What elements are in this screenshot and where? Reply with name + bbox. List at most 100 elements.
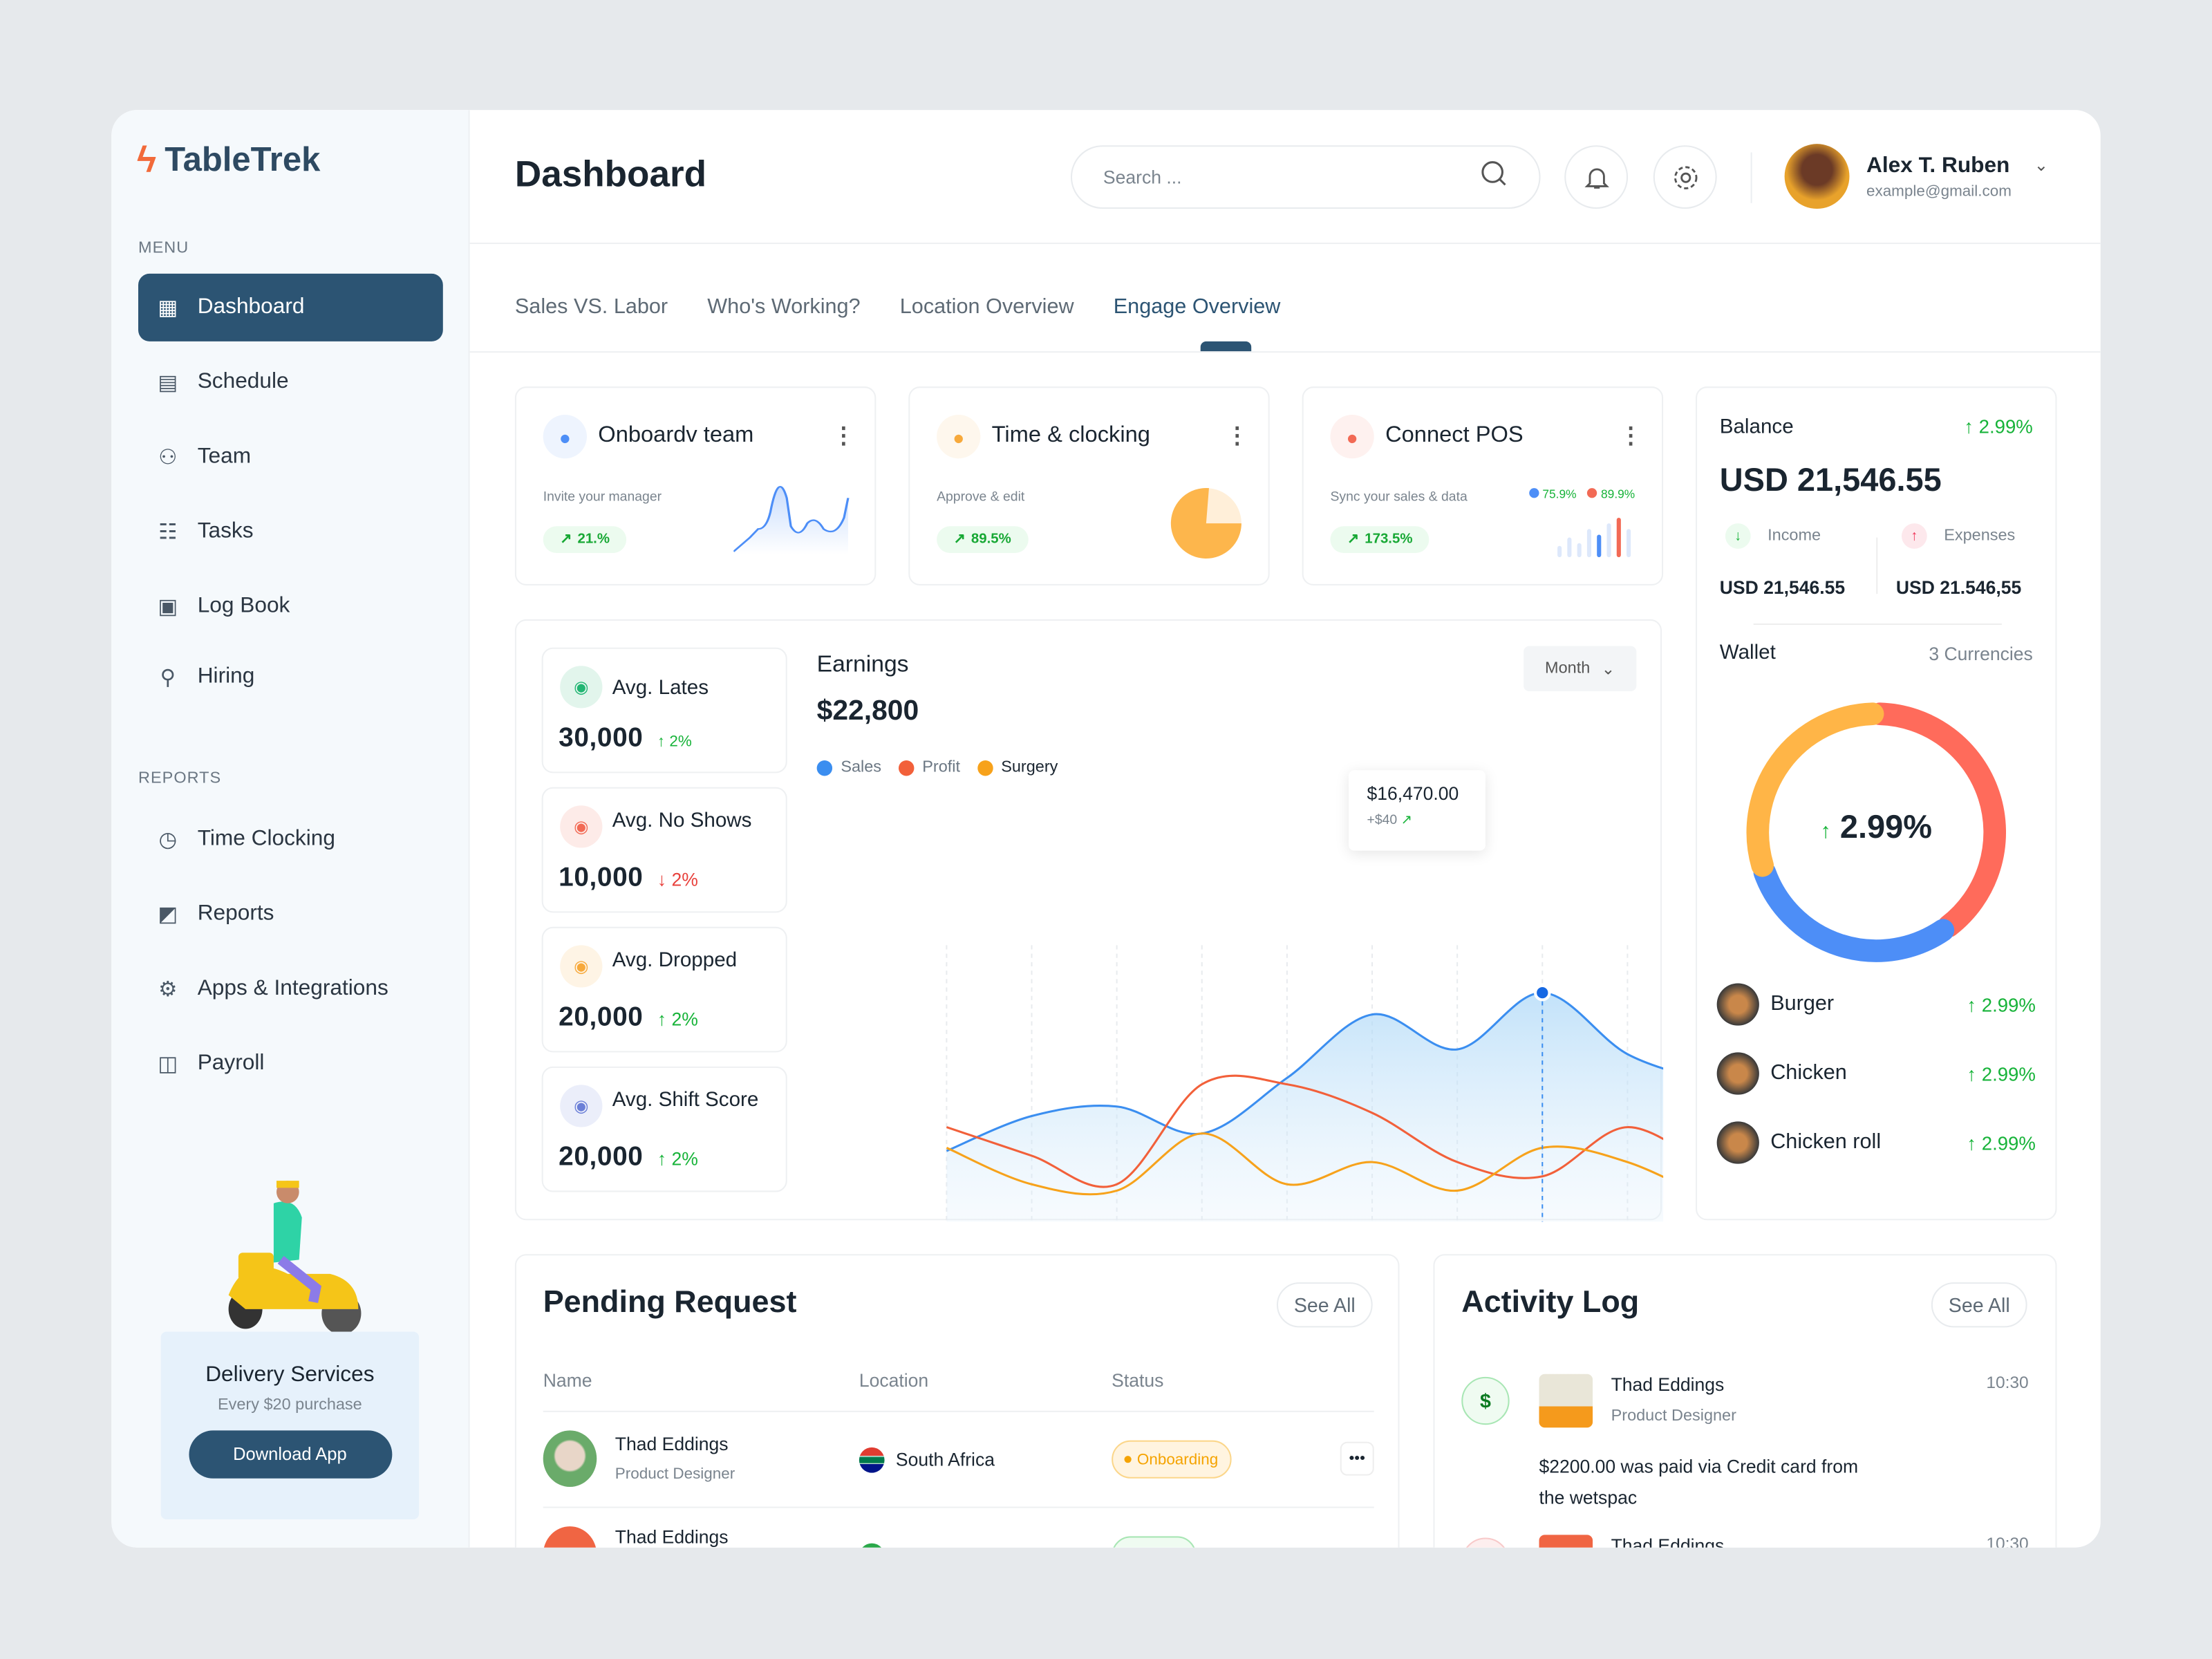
see-all-button[interactable]: See All	[1931, 1282, 2027, 1328]
legend-dot	[1587, 488, 1598, 498]
sidebar-item-dashboard[interactable]: ▦ Dashboard	[138, 273, 443, 341]
stat-change: 2%	[671, 1148, 698, 1170]
wallet-item-name: Burger	[1770, 991, 1835, 1016]
see-all-button[interactable]: See All	[1276, 1282, 1373, 1328]
arrow-up-icon: ↑	[1967, 1132, 1977, 1154]
wallet-donut	[1746, 702, 2006, 962]
tab-engage-overview[interactable]: Engage Overview	[1113, 294, 1281, 319]
user-name: Alex T. Ruben	[1866, 153, 2010, 178]
wallet-item-change: 2.99%	[1981, 1063, 2036, 1085]
legend-label: Surgery	[1001, 758, 1058, 776]
active-tab-indicator	[1200, 341, 1252, 352]
more-vertical-icon[interactable]: ⋮	[1226, 424, 1249, 449]
donut-segment	[1746, 702, 1884, 877]
mini-card-subtitle: Invite your manager	[543, 489, 662, 505]
arrow-up-icon: ↑	[1964, 416, 1974, 438]
stat-title: Avg. No Shows	[612, 809, 752, 833]
arrow-up-icon: ↑	[1967, 1063, 1977, 1085]
sidebar-item-label: Team	[197, 444, 252, 469]
more-vertical-icon[interactable]: ⋮	[1619, 424, 1642, 449]
stat-change: 2%	[671, 869, 698, 890]
sidebar: ϟ TableTrek MENU REPORTS Delivery Service…	[111, 110, 470, 1548]
legend-swatch	[816, 759, 833, 776]
legend-swatch	[898, 759, 914, 776]
wallet-item[interactable]: Chicken ↑ 2.99%	[1716, 1052, 2036, 1097]
south-africa-flag-icon	[859, 1447, 885, 1473]
period-dropdown[interactable]: Month ⌄	[1524, 646, 1637, 691]
sidebar-item-hiring[interactable]: ⚲ Hiring	[138, 644, 443, 711]
mini-card-0[interactable]: ● Onboardv team ⋮ Invite your manager ↗ 2…	[514, 386, 877, 585]
table-row[interactable]: Thad Eddings	[543, 1526, 1374, 1548]
mini-card-1[interactable]: ● Time & clocking ⋮ Approve & edit ↗ 89.5…	[908, 386, 1270, 585]
pie-chart	[1170, 487, 1241, 559]
balance-amount: USD 21,546.55	[1719, 461, 1942, 498]
stat-card: ◉ Avg. No Shows 10,000 ↓ 2%	[541, 787, 787, 913]
user-menu[interactable]: Alex T. Ruben example@gmail.com ⌄	[1784, 144, 2049, 209]
stat-title: Avg. Dropped	[612, 949, 738, 973]
activity-time: 10:30	[1986, 1372, 2029, 1393]
legend-item[interactable]: Surgery	[977, 759, 1058, 776]
chevron-down-icon: ⌄	[1601, 662, 1615, 679]
dollar-icon: $	[1461, 1376, 1510, 1425]
activity-log-card: Activity Log See All $ Thad Eddings Prod…	[1433, 1254, 2057, 1548]
pending-title: Pending Request	[543, 1284, 797, 1320]
wallet-item-change: 2.99%	[1981, 994, 2036, 1016]
sidebar-item-team[interactable]: ⚇ Team	[138, 423, 443, 491]
more-options-icon[interactable]: •••	[1340, 1441, 1374, 1476]
avatar	[1539, 1374, 1593, 1428]
header-divider	[1750, 152, 1752, 203]
sidebar-item-log-book[interactable]: ▣ Log Book	[138, 573, 443, 641]
chevron-down-icon[interactable]: ⌄	[2034, 155, 2049, 176]
user-search-icon: ⚲	[160, 666, 176, 690]
search-box[interactable]: Search ...	[1070, 145, 1541, 209]
settings-gear-icon[interactable]	[1653, 145, 1717, 209]
tab-sales-vs-labor[interactable]: Sales VS. Labor	[514, 294, 668, 319]
row-name: Thad Eddings	[615, 1433, 729, 1455]
sidebar-item-payroll[interactable]: ◫ Payroll	[138, 1030, 443, 1098]
arrow-up-icon: ↑	[657, 1009, 667, 1030]
legend-item[interactable]: Sales	[816, 759, 881, 776]
sidebar-item-label: Reports	[197, 901, 274, 926]
wallet-item[interactable]: Chicken roll ↑ 2.99%	[1716, 1121, 2036, 1166]
chart-icon: ◩	[158, 903, 178, 927]
tab-who-s-working-[interactable]: Who's Working?	[707, 294, 861, 319]
mini-card-2[interactable]: ● Connect POS ⋮ Sync your sales & data 7…	[1302, 386, 1664, 585]
arrow-up-icon: ↑	[657, 1148, 667, 1170]
sidebar-item-schedule[interactable]: ▤ Schedule	[138, 348, 443, 416]
highlight-point[interactable]	[1534, 984, 1551, 1002]
wallet-item[interactable]: Burger ↑ 2.99%	[1716, 983, 2036, 1028]
tab-location-overview[interactable]: Location Overview	[899, 294, 1074, 319]
activity-role: Product Designer	[1611, 1407, 1736, 1425]
sidebar-item-label: Time Clocking	[197, 826, 335, 851]
stat-title: Avg. Shift Score	[612, 1089, 759, 1112]
search-input[interactable]: Search ...	[1103, 166, 1182, 188]
mini-card-subtitle: Sync your sales & data	[1330, 489, 1468, 505]
search-icon[interactable]	[1480, 160, 1508, 195]
sidebar-item-apps-integrations[interactable]: ⚙ Apps & Integrations	[138, 955, 443, 1023]
promo-subtitle: Every $20 purchase	[217, 1396, 362, 1414]
column-status: Status	[1112, 1369, 1164, 1391]
legend-item[interactable]: Profit	[898, 759, 960, 776]
pending-request-card: Pending Request See All Name Location St…	[514, 1254, 1400, 1548]
mini-bar-chart	[1557, 517, 1631, 558]
sidebar-item-tasks[interactable]: ☷ Tasks	[138, 498, 443, 565]
sidebar-item-time-clocking[interactable]: ◷ Time Clocking	[138, 805, 443, 873]
no-show-icon: ◉	[560, 805, 603, 848]
stopwatch-icon: ◷	[158, 827, 178, 852]
avatar	[1539, 1535, 1593, 1548]
wallet-item-name: Chicken roll	[1770, 1130, 1882, 1154]
expenses-label: Expenses	[1944, 527, 2016, 545]
activity-time: 10:30	[1986, 1533, 2029, 1548]
sidebar-item-reports[interactable]: ◩ Reports	[138, 880, 443, 948]
logo[interactable]: ϟ TableTrek	[137, 138, 320, 182]
table-row[interactable]: Thad Eddings Product Designer South Afri…	[543, 1430, 1374, 1492]
earnings-total: $22,800	[816, 695, 919, 727]
download-app-button[interactable]: Download App	[188, 1430, 392, 1479]
delivery-illustration	[217, 1175, 372, 1338]
more-vertical-icon[interactable]: ⋮	[832, 424, 855, 449]
status-badge: Onboarding	[1112, 1440, 1231, 1479]
tab-bar: Sales VS. Labor Who's Working? Location Ov…	[515, 295, 1281, 319]
legend-dot	[1529, 488, 1539, 498]
notification-bell-icon[interactable]	[1564, 145, 1629, 209]
menu-label: MENU	[138, 239, 189, 257]
